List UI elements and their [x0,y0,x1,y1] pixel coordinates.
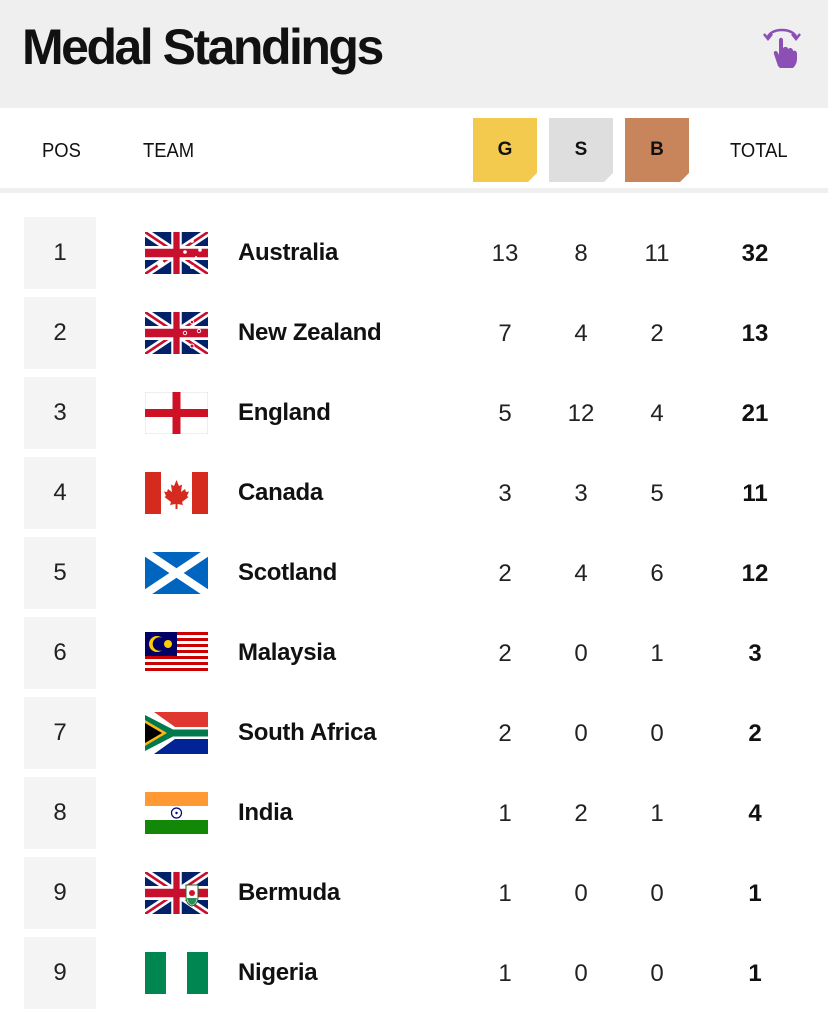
table-row[interactable]: 7 South Africa 2 0 0 2 [0,697,828,769]
position-cell: 5 [24,537,96,609]
total-count: 2 [748,720,762,747]
bronze-count: 1 [650,800,664,827]
table-row[interactable]: 6 Malaysia 2 0 1 3 [0,617,828,689]
gold-column-header: G [473,118,537,182]
position-cell: 6 [24,617,96,689]
team-name[interactable]: Scotland [238,559,337,586]
total-count: 4 [748,800,762,827]
team-name[interactable]: South Africa [238,719,377,746]
malaysia-flag [145,632,208,674]
new-zealand-flag [145,312,208,354]
total-count: 1 [748,880,762,907]
gold-count: 3 [498,480,512,507]
table-row[interactable]: 3 England 5 12 4 21 [0,377,828,449]
table-row[interactable]: 4 Canada 3 3 5 11 [0,457,828,529]
team-name[interactable]: India [238,799,293,826]
swipe-hand-icon[interactable] [762,26,804,70]
silver-count: 0 [574,640,588,667]
gold-count: 2 [498,640,512,667]
team-name[interactable]: Australia [238,239,339,266]
team-name[interactable]: Nigeria [238,959,318,986]
canada-flag [145,472,208,514]
table-header [0,108,828,190]
gold-count: 5 [498,400,512,427]
silver-count: 2 [574,800,588,827]
bronze-count: 4 [650,400,664,427]
silver-count: 0 [574,720,588,747]
bronze-count: 0 [650,960,664,987]
south-africa-flag [145,712,208,754]
gold-count: 1 [498,880,512,907]
bronze-count: 6 [650,560,664,587]
gold-count: 2 [498,560,512,587]
total-column-header: TOTAL [730,140,788,162]
position-cell: 8 [24,777,96,849]
bronze-count: 0 [650,880,664,907]
total-count: 13 [741,320,769,347]
gold-count: 1 [498,800,512,827]
total-count: 3 [748,640,762,667]
silver-count: 12 [567,400,595,427]
position-cell: 7 [24,697,96,769]
team-name[interactable]: England [238,399,331,426]
team-name[interactable]: Bermuda [238,879,340,906]
page-title: Medal Standings [22,19,384,75]
gold-count: 7 [498,320,512,347]
silver-count: 8 [574,240,588,267]
table-row[interactable]: 2 New Zealand 7 4 2 13 [0,297,828,369]
silver-count: 4 [574,560,588,587]
table-row[interactable]: 8 India 1 2 1 4 [0,777,828,849]
position-cell: 2 [24,297,96,369]
table-row[interactable]: 5 Scotland 2 4 6 12 [0,537,828,609]
silver-count: 3 [574,480,588,507]
bermuda-flag [145,872,208,914]
header-divider [0,188,828,193]
team-name[interactable]: Canada [238,479,323,506]
team-name[interactable]: New Zealand [238,319,382,346]
total-count: 12 [741,560,769,587]
pos-column-header: POS [42,140,81,162]
table-row[interactable]: 1 Australia 13 8 11 32 [0,217,828,289]
silver-count: 0 [574,960,588,987]
position-cell: 3 [24,377,96,449]
position-cell: 4 [24,457,96,529]
bronze-count: 11 [644,240,670,267]
total-count: 1 [748,960,762,987]
total-count: 11 [742,480,768,507]
gold-count: 1 [498,960,512,987]
silver-count: 4 [574,320,588,347]
nigeria-flag [145,952,208,994]
total-count: 21 [741,400,769,427]
table-row[interactable]: 9 Bermuda 1 0 0 1 [0,857,828,929]
team-name[interactable]: Malaysia [238,639,336,666]
bronze-column-header: B [625,118,689,182]
position-cell: 9 [24,857,96,929]
silver-column-header: S [549,118,613,182]
table-row[interactable]: 9 Nigeria 1 0 0 1 [0,937,828,1009]
india-flag [145,792,208,834]
gold-count: 13 [491,240,519,267]
scotland-flag [145,552,208,594]
bronze-count: 2 [650,320,664,347]
england-flag [145,392,208,434]
bronze-count: 0 [650,720,664,747]
position-cell: 1 [24,217,96,289]
gold-count: 2 [498,720,512,747]
page-header [0,0,828,108]
bronze-count: 5 [650,480,664,507]
position-cell: 9 [24,937,96,1009]
australia-flag [145,232,208,274]
total-count: 32 [741,240,769,267]
bronze-count: 1 [650,640,664,667]
silver-count: 0 [574,880,588,907]
team-column-header: TEAM [143,140,195,162]
